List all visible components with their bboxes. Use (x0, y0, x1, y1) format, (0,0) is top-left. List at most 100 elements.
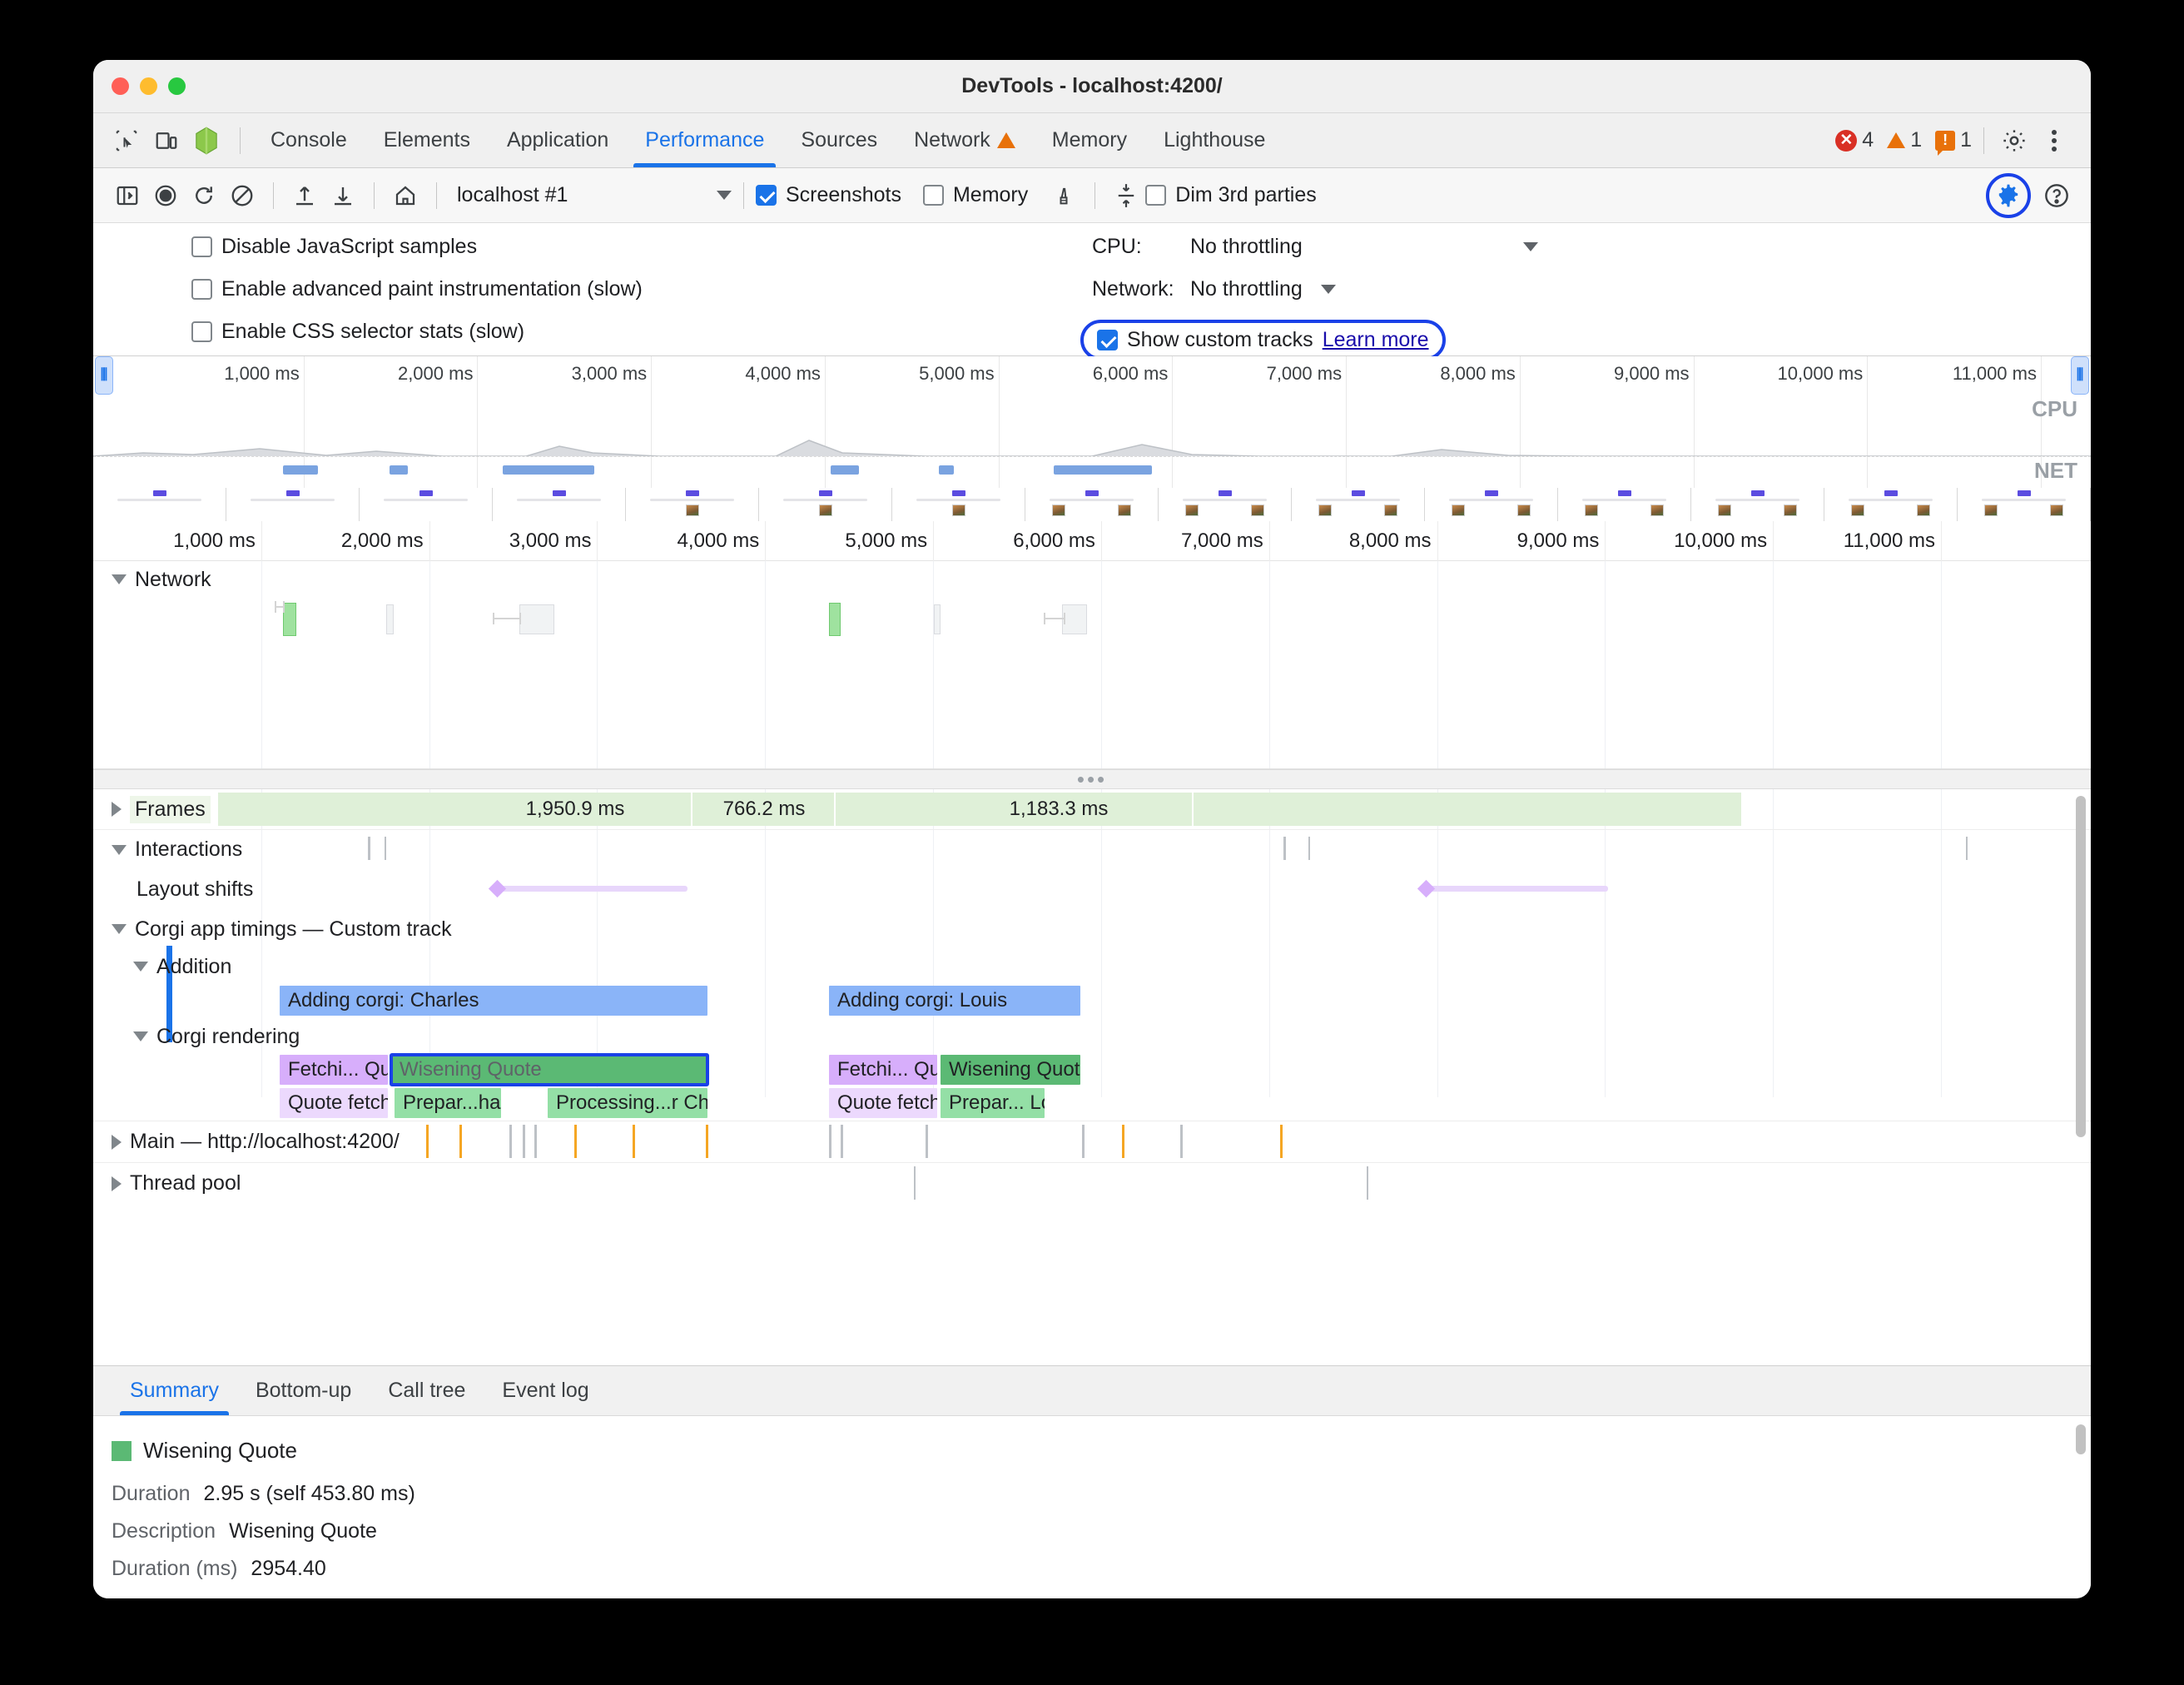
flame-event[interactable]: Processing...r Charles (548, 1088, 707, 1118)
main-thread-marker[interactable] (574, 1125, 577, 1158)
memory-checkbox[interactable]: Memory (922, 183, 1028, 207)
flame-event[interactable]: Fetchi... Quote (829, 1055, 937, 1085)
tab-summary[interactable]: Summary (112, 1366, 237, 1415)
corgi-rendering-group[interactable]: Corgi rendering (93, 1019, 2091, 1054)
flame-chart[interactable]: 1,950.9 ms 766.2 ms 1,183.3 ms Frames In… (93, 789, 2091, 1200)
close-window-button[interactable] (112, 77, 129, 95)
main-thread-marker[interactable] (534, 1125, 537, 1158)
download-icon[interactable] (324, 176, 362, 215)
flame-event[interactable]: Fetchi... Quote (280, 1055, 388, 1085)
main-thread-marker[interactable] (1280, 1125, 1283, 1158)
flame-event[interactable]: Wisening Quote (941, 1055, 1080, 1085)
main-thread-marker[interactable] (841, 1125, 843, 1158)
upload-icon[interactable] (285, 176, 324, 215)
thread-pool-marker[interactable] (1367, 1166, 1368, 1200)
filmstrip[interactable] (93, 488, 2091, 521)
filmstrip-thumbnail[interactable] (759, 488, 892, 521)
inspect-icon[interactable] (108, 122, 145, 159)
flame-event[interactable]: Quote fetch (280, 1088, 388, 1118)
filmstrip-thumbnail[interactable] (493, 488, 626, 521)
layout-shift-cluster[interactable] (496, 886, 687, 892)
network-request[interactable] (386, 604, 394, 634)
tab-lighthouse[interactable]: Lighthouse (1164, 128, 1266, 152)
main-thread-marker[interactable] (926, 1125, 928, 1158)
interaction-marker[interactable] (1308, 837, 1310, 860)
frame-segment[interactable]: 1,950.9 ms (459, 793, 692, 826)
layout-shifts-track-label[interactable]: Layout shifts (136, 877, 254, 901)
network-request[interactable] (934, 604, 941, 634)
interaction-marker[interactable] (1283, 837, 1286, 860)
disable-js-samples-checkbox[interactable]: Disable JavaScript samples (191, 235, 643, 259)
layout-shifts-track[interactable]: Layout shifts (93, 869, 2091, 909)
node-icon[interactable] (188, 122, 225, 159)
thread-pool-marker[interactable] (914, 1166, 916, 1200)
main-track-label[interactable]: Main — http://localhost:4200/ (93, 1121, 400, 1162)
addition-events-row[interactable]: Adding corgi: Charles Adding corgi: Loui… (93, 984, 2091, 1019)
tab-sources[interactable]: Sources (801, 128, 878, 152)
home-icon[interactable] (386, 176, 424, 215)
panel-resizer[interactable]: ••• (93, 768, 2091, 790)
details-scrollbar[interactable] (2076, 1424, 2086, 1454)
tab-application[interactable]: Application (506, 128, 609, 152)
chevron-down-icon[interactable] (1523, 242, 1538, 251)
show-custom-tracks-checkbox[interactable]: Show custom tracks (1097, 328, 1313, 352)
addition-group[interactable]: Addition (93, 949, 2091, 984)
filmstrip-thumbnail[interactable] (1159, 488, 1292, 521)
minimize-window-button[interactable] (140, 77, 157, 95)
network-track-label[interactable]: Network (93, 561, 211, 598)
layout-shift-marker[interactable] (488, 879, 507, 898)
screenshots-checkbox[interactable]: Screenshots (756, 183, 901, 207)
overview-right-handle[interactable]: ⦀ (2071, 356, 2089, 395)
error-icon[interactable]: ✕ (1835, 129, 1858, 152)
filmstrip-thumbnail[interactable] (226, 488, 360, 521)
main-thread-marker[interactable] (829, 1125, 831, 1158)
layout-shift-cluster[interactable] (1425, 886, 1608, 892)
corgi-rendering-group-label[interactable]: Corgi rendering (93, 1019, 300, 1054)
tab-call-tree[interactable]: Call tree (388, 1379, 466, 1402)
filmstrip-thumbnail[interactable] (1292, 488, 1425, 521)
custom-track-group[interactable]: Corgi app timings — Custom track (93, 909, 2091, 949)
frames-track-label[interactable]: Frames (93, 789, 211, 829)
filmstrip-thumbnail[interactable] (626, 488, 759, 521)
network-request[interactable] (519, 604, 554, 634)
kebab-menu-icon[interactable] (2036, 122, 2072, 159)
reload-record-icon[interactable] (185, 176, 223, 215)
frames-track[interactable]: 1,950.9 ms 766.2 ms 1,183.3 ms Frames (93, 789, 2091, 829)
network-request[interactable] (829, 603, 841, 636)
filmstrip-thumbnail[interactable] (892, 488, 1025, 521)
main-thread-marker[interactable] (706, 1125, 708, 1158)
filmstrip-thumbnail[interactable] (1558, 488, 1691, 521)
garbage-collect-icon[interactable] (1045, 176, 1083, 215)
record-icon[interactable] (146, 176, 185, 215)
frame-segment[interactable]: 1,183.3 ms (926, 793, 1194, 826)
layout-shift-marker[interactable] (1417, 879, 1436, 898)
css-selector-stats-checkbox[interactable]: Enable CSS selector stats (slow) (191, 320, 643, 344)
flame-chart-scrollbar[interactable] (2076, 796, 2086, 1137)
tab-elements[interactable]: Elements (383, 128, 470, 152)
collapse-rows-icon[interactable] (1107, 176, 1145, 215)
device-toolbar-icon[interactable] (148, 122, 185, 159)
timeline-overview[interactable]: ⦀ ⦀ 1,000 ms 2,000 ms 3,000 ms 4,000 ms 5,00… (93, 356, 2091, 521)
recording-select[interactable]: localhost #1 (457, 183, 732, 207)
cpu-throttling-select[interactable]: No throttling (1190, 235, 1303, 258)
tab-bottom-up[interactable]: Bottom-up (255, 1379, 352, 1402)
filmstrip-thumbnail[interactable] (1958, 488, 2091, 521)
flame-event-selected[interactable]: Wisening Quote (390, 1053, 709, 1086)
filmstrip-thumbnail[interactable] (1025, 488, 1159, 521)
network-request[interactable] (283, 603, 296, 636)
main-thread-marker[interactable] (426, 1125, 429, 1158)
help-icon[interactable] (2038, 176, 2076, 215)
main-thread-marker[interactable] (1180, 1125, 1183, 1158)
chevron-down-icon[interactable] (1320, 285, 1336, 294)
tab-event-log[interactable]: Event log (502, 1379, 589, 1402)
gear-icon[interactable] (1996, 122, 2033, 159)
flame-event[interactable]: Adding corgi: Louis (829, 986, 1080, 1016)
corgi-rendering-row-2[interactable]: Quote fetch Prepar...harles Processing..… (93, 1087, 2091, 1121)
addition-group-label[interactable]: Addition (93, 949, 231, 984)
filmstrip-thumbnail[interactable] (360, 488, 493, 521)
interactions-track[interactable]: Interactions (93, 829, 2091, 869)
dim-third-parties-checkbox[interactable]: Dim 3rd parties (1145, 183, 1317, 207)
overview-left-handle[interactable]: ⦀ (95, 356, 113, 395)
advanced-paint-checkbox[interactable]: Enable advanced paint instrumentation (s… (191, 277, 643, 301)
flame-event[interactable]: Quote fetch (829, 1088, 937, 1118)
